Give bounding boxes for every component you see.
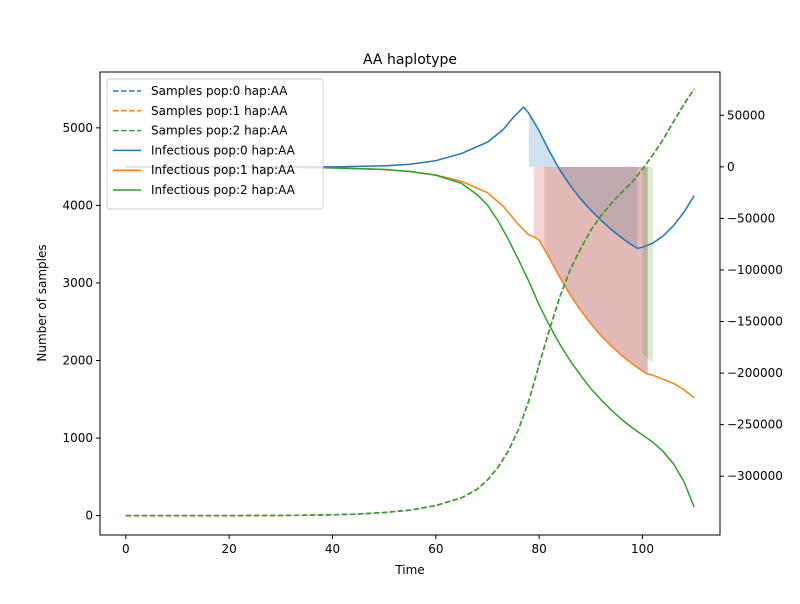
x-tick-label: 80 xyxy=(532,542,547,556)
plot-frame xyxy=(99,71,721,536)
y2-axis-ticks: 50000 0 −50000 −100000 −150000 −200000 −250000… xyxy=(720,108,783,483)
x-axis-label: Time xyxy=(394,563,424,577)
legend-label: Infectious pop:0 hap:AA xyxy=(151,143,296,157)
x-tick-label: 40 xyxy=(325,542,340,556)
shaded-region-2 xyxy=(642,166,653,363)
shaded-regions xyxy=(528,113,653,375)
legend-label: Infectious pop:2 hap:AA xyxy=(151,183,296,197)
infectious-line-pop-2 xyxy=(125,166,695,508)
y-tick-label: 0 xyxy=(85,509,93,523)
legend-label: Samples pop:2 hap:AA xyxy=(151,124,288,138)
y-tick-label: 2000 xyxy=(62,354,93,368)
y2-tick-label: −200000 xyxy=(727,366,783,380)
x-tick-label: 60 xyxy=(428,542,443,556)
legend: Samples pop:0 hap:AA Samples pop:1 hap:AA… xyxy=(106,78,324,210)
y-axis-ticks: 0 1000 2000 3000 4000 5000 xyxy=(62,121,100,523)
y2-tick-label: −100000 xyxy=(727,263,783,277)
series-lines xyxy=(125,88,695,517)
x-tick-label: 0 xyxy=(122,542,130,556)
chart-title: AA haplotype xyxy=(363,52,457,68)
y-tick-label: 5000 xyxy=(62,121,93,135)
y2-tick-label: −300000 xyxy=(727,469,783,483)
y2-tick-label: −150000 xyxy=(727,315,783,329)
y-tick-label: 4000 xyxy=(62,198,93,212)
y-tick-label: 1000 xyxy=(62,431,93,445)
legend-box xyxy=(106,78,324,210)
infectious-line-pop-0 xyxy=(125,106,695,250)
x-tick-label: 100 xyxy=(631,542,654,556)
y2-tick-label: −250000 xyxy=(727,418,783,432)
y2-tick-label: 50000 xyxy=(727,108,765,122)
y2-tick-label: −50000 xyxy=(727,211,775,225)
x-axis-ticks: 0 20 40 60 80 100 xyxy=(122,535,654,556)
shaded-region-3 xyxy=(544,166,648,375)
legend-label: Samples pop:1 hap:AA xyxy=(151,104,288,118)
y2-tick-label: 0 xyxy=(727,160,735,174)
samples-line-pop-2 xyxy=(125,88,695,517)
legend-label: Samples pop:0 hap:AA xyxy=(151,84,288,98)
x-tick-label: 20 xyxy=(222,542,237,556)
y-tick-label: 3000 xyxy=(62,276,93,290)
shaded-region-0 xyxy=(528,113,638,249)
shaded-region-1 xyxy=(534,166,648,375)
y-axis-label: Number of samples xyxy=(35,244,49,361)
legend-label: Infectious pop:1 hap:AA xyxy=(151,163,296,177)
